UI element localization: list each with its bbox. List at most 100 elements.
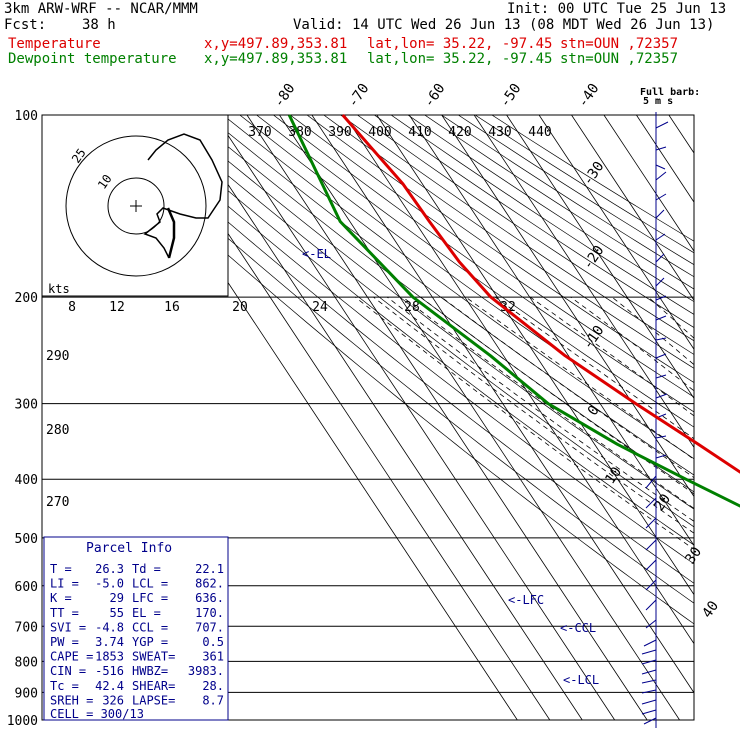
legend-temperature: Temperature bbox=[8, 36, 101, 52]
isotherm-label: -40 bbox=[575, 81, 603, 111]
parcel-label: CCL = bbox=[132, 620, 168, 634]
hodo-speed-tick: 20 bbox=[232, 300, 248, 315]
dry-adiabat-line bbox=[256, 115, 694, 428]
moist-adiabat-line bbox=[494, 296, 694, 440]
isotherm-label: -60 bbox=[421, 81, 449, 111]
hodo-speed-tick: 32 bbox=[500, 300, 516, 315]
valid-time: Valid: 14 UTC Wed 26 Jun 13 (08 MDT Wed … bbox=[293, 17, 715, 33]
isotherm-line bbox=[246, 115, 648, 720]
wind-barbs bbox=[641, 112, 669, 728]
isotherm-line bbox=[538, 115, 694, 351]
dry-adiabat-line bbox=[172, 115, 694, 510]
dry-adiabat-line bbox=[71, 115, 694, 625]
isotherm-line bbox=[344, 115, 694, 645]
pressure-tick-label: 1000 bbox=[7, 714, 38, 729]
isotherm-label: 20 bbox=[651, 491, 674, 514]
hodo-speed-tick: 12 bbox=[109, 300, 125, 315]
parcel-value: -516 bbox=[95, 664, 124, 678]
isotherm-label: 40 bbox=[699, 598, 722, 621]
theta-label-left: 270 bbox=[46, 495, 69, 510]
theta-label-top: 440 bbox=[528, 125, 551, 140]
parcel-value: 326 bbox=[102, 693, 124, 707]
temperature-trace bbox=[341, 114, 740, 474]
lcl-label: <-LCL bbox=[563, 673, 599, 687]
dry-adiabat-line bbox=[105, 115, 694, 584]
parcel-label: Tc = bbox=[50, 679, 79, 693]
parcel-value: 707. bbox=[195, 620, 224, 634]
isotherm-line bbox=[701, 115, 740, 720]
parcel-value: 42.4 bbox=[95, 679, 124, 693]
hodo-unit: kts bbox=[48, 282, 70, 296]
hodo-speed-tick: 28 bbox=[404, 300, 420, 315]
parcel-value: -4.8 bbox=[95, 620, 124, 634]
ccl-label: <-CCL bbox=[560, 621, 596, 635]
legend-temperature-xy: x,y=497.89,353.81 bbox=[204, 36, 348, 52]
isotherm-line bbox=[734, 115, 740, 720]
isotherm-label: 0 bbox=[585, 403, 603, 419]
pressure-tick-label: 800 bbox=[15, 655, 38, 670]
parcel-value: 170. bbox=[195, 606, 224, 620]
theta-label-top: 390 bbox=[328, 125, 351, 140]
isotherm-label: 30 bbox=[682, 544, 705, 567]
dry-adiabat-line bbox=[121, 115, 694, 565]
hodo-ring-10: 10 bbox=[95, 172, 115, 192]
legend-dewpoint-latlon: lat,lon= 35.22, -97.45 bbox=[367, 51, 553, 67]
isotherm-line bbox=[311, 115, 694, 694]
dry-adiabat-line bbox=[390, 115, 694, 315]
parcel-label: T = bbox=[50, 562, 72, 576]
dry-adiabat-line bbox=[273, 115, 694, 413]
parcel-label: YGP = bbox=[132, 635, 168, 649]
moist-adiabat-line bbox=[441, 296, 694, 479]
dry-adiabat-line bbox=[155, 115, 694, 528]
parcel-label: CIN = bbox=[50, 664, 86, 678]
pressure-tick-label: 900 bbox=[15, 686, 38, 701]
pressure-tick-label: 500 bbox=[15, 532, 38, 547]
parcel-label: PW = bbox=[50, 635, 79, 649]
forecast-label: Fcst: bbox=[4, 17, 47, 33]
parcel-label: Td = bbox=[132, 562, 161, 576]
isotherm-label: -70 bbox=[345, 81, 373, 111]
isotherm-line bbox=[279, 115, 680, 720]
theta-label-top: 410 bbox=[408, 125, 431, 140]
dry-adiabat-line bbox=[374, 115, 694, 328]
forecast-hour: 38 h bbox=[82, 17, 116, 33]
dry-adiabat-line bbox=[88, 115, 694, 604]
isotherm-label: -80 bbox=[271, 81, 299, 111]
theta-label-top: 430 bbox=[488, 125, 511, 140]
dry-adiabat-line bbox=[138, 115, 694, 546]
parcel-info-title: Parcel Info bbox=[86, 541, 172, 556]
dry-adiabat-line bbox=[189, 115, 694, 493]
isotherm-line bbox=[603, 115, 694, 252]
parcel-label: K = bbox=[50, 591, 72, 605]
parcel-value: 26.3 bbox=[95, 562, 124, 576]
parcel-value: 1853 bbox=[95, 650, 124, 664]
plot-frame bbox=[41, 114, 695, 721]
dry-adiabat-line bbox=[340, 115, 694, 355]
isotherm-line bbox=[571, 115, 694, 301]
parcel-label: SVI = bbox=[50, 620, 86, 634]
parcel-value: 55 bbox=[110, 606, 124, 620]
parcel-value: 29 bbox=[110, 591, 124, 605]
parcel-label: LAPSE= bbox=[132, 693, 175, 707]
parcel-label: CAPE = bbox=[50, 650, 93, 664]
legend-dewpoint-station: stn=OUN ,72357 bbox=[560, 51, 679, 67]
dry-adiabat-line bbox=[205, 115, 694, 476]
parcel-label: LI = bbox=[50, 577, 79, 591]
isotherm-line bbox=[506, 115, 694, 400]
isotherm-label: 10 bbox=[602, 464, 625, 487]
pressure-tick-label: 100 bbox=[15, 109, 38, 124]
isotherm-line bbox=[441, 115, 694, 498]
legend-dewpoint: Dewpoint temperature bbox=[8, 51, 177, 67]
parcel-label: TT = bbox=[50, 606, 79, 620]
parcel-label: SREH = bbox=[50, 693, 93, 707]
pressure-tick-label: 200 bbox=[15, 291, 38, 306]
lfc-label: <-LFC bbox=[508, 593, 544, 607]
dewpoint-trace bbox=[287, 114, 740, 508]
parcel-value: -5.0 bbox=[95, 577, 124, 591]
dry-adiabat-line bbox=[474, 115, 694, 254]
legend-dewpoint-xy: x,y=497.89,353.81 bbox=[204, 51, 348, 67]
hodo-speed-tick: 16 bbox=[164, 300, 180, 315]
isotherm-line bbox=[376, 115, 694, 596]
isotherm-line bbox=[181, 115, 583, 720]
